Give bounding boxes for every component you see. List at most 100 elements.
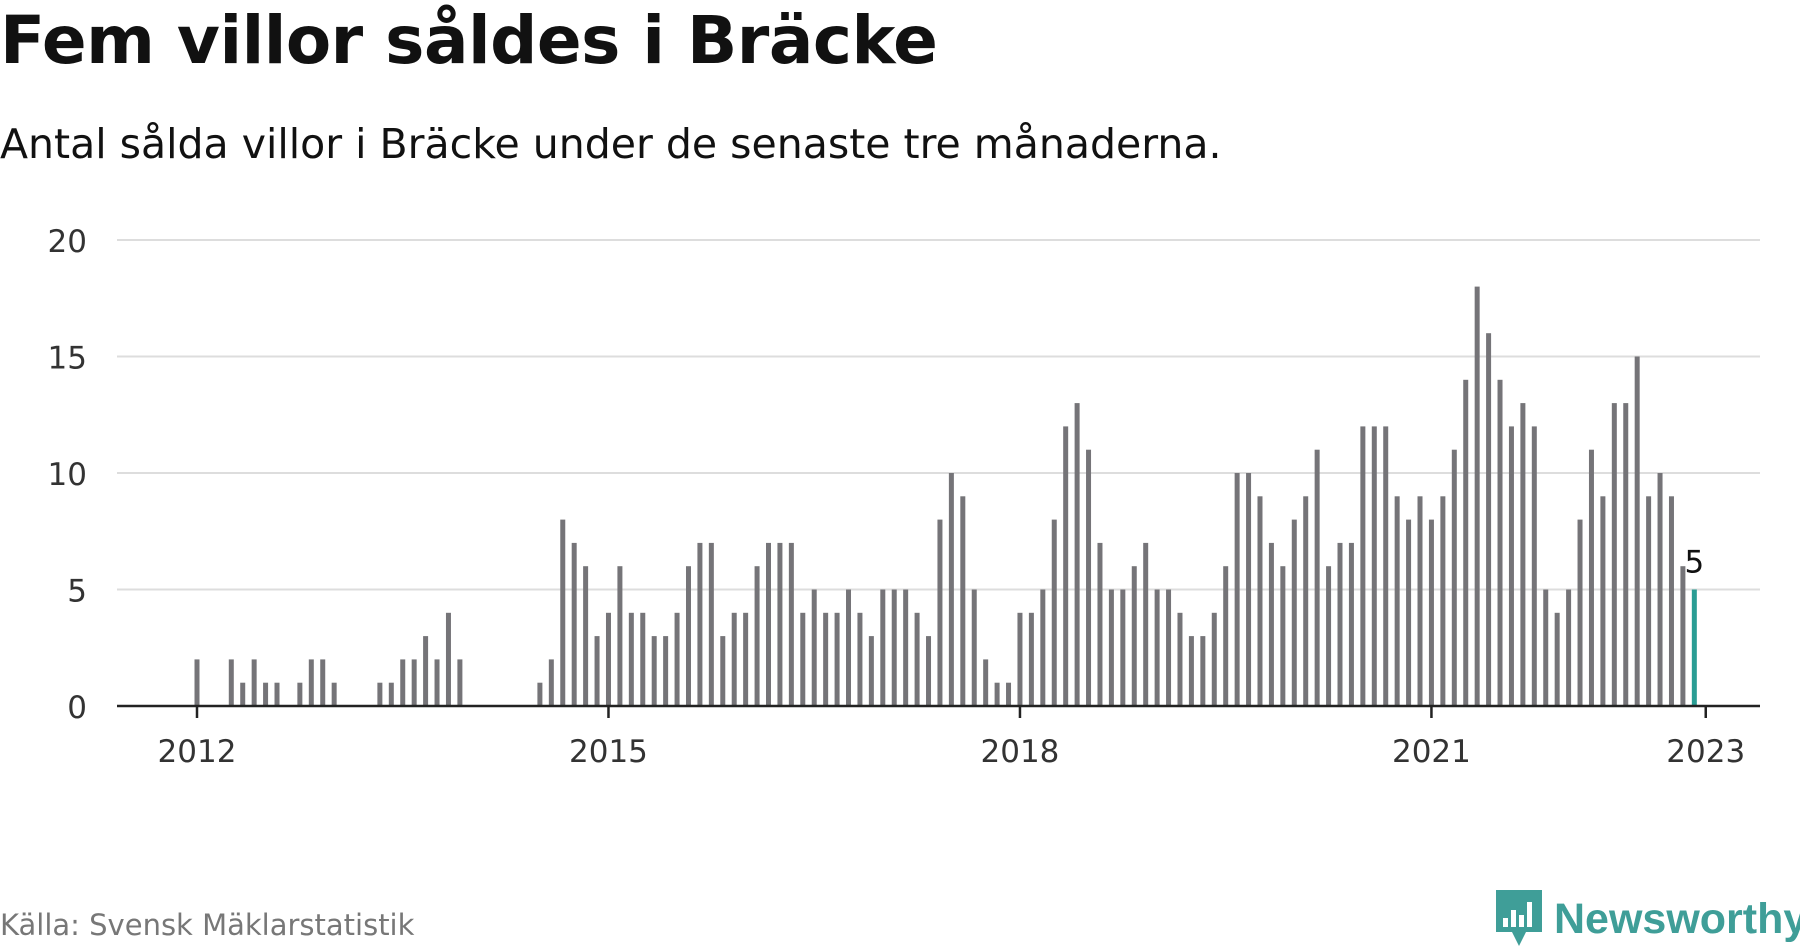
bar bbox=[1428, 519, 1434, 706]
bar bbox=[560, 519, 566, 706]
bar bbox=[823, 612, 829, 706]
bar bbox=[1348, 542, 1354, 706]
brand-logo: Newsworthy bbox=[1494, 888, 1800, 950]
bar-latest bbox=[1691, 589, 1697, 706]
bar bbox=[846, 589, 852, 706]
bar bbox=[1497, 379, 1503, 706]
axes bbox=[117, 704, 1760, 718]
bar bbox=[708, 542, 714, 706]
chart-subtitle: Antal sålda villor i Bräcke under de sen… bbox=[0, 120, 1222, 168]
bar bbox=[411, 659, 417, 706]
bar bbox=[1611, 403, 1617, 706]
bar bbox=[891, 589, 897, 706]
bar bbox=[263, 682, 269, 706]
bar bbox=[651, 636, 657, 706]
bar bbox=[1406, 519, 1412, 706]
bar bbox=[1520, 403, 1526, 706]
bar bbox=[594, 636, 600, 706]
bar bbox=[331, 682, 337, 706]
bar bbox=[583, 566, 589, 706]
bar bbox=[1326, 566, 1332, 706]
bar bbox=[914, 612, 920, 706]
bar bbox=[685, 566, 691, 706]
bar bbox=[251, 659, 257, 706]
bar bbox=[274, 682, 280, 706]
bar bbox=[1280, 566, 1286, 706]
bar-chart: 0 5 10 15 20 5 2012 2015 2018 2021 2023 bbox=[48, 224, 1760, 770]
bar bbox=[1451, 449, 1457, 706]
y-tick-label: 15 bbox=[48, 341, 87, 377]
bar bbox=[1291, 519, 1297, 706]
bar bbox=[1268, 542, 1274, 706]
bar bbox=[971, 589, 977, 706]
bar bbox=[1097, 542, 1103, 706]
x-tick-label: 2023 bbox=[1666, 734, 1745, 770]
bar bbox=[1006, 682, 1012, 706]
bar bbox=[457, 659, 463, 706]
bar bbox=[731, 612, 737, 706]
bar bbox=[1257, 496, 1263, 706]
bar bbox=[960, 496, 966, 706]
bar bbox=[1623, 403, 1629, 706]
source-note: Källa: Svensk Mäklarstatistik bbox=[0, 908, 415, 942]
bar bbox=[1463, 379, 1469, 706]
bar bbox=[857, 612, 863, 706]
bar bbox=[720, 636, 726, 706]
bar bbox=[948, 473, 954, 706]
bar bbox=[777, 542, 783, 706]
bar bbox=[1486, 333, 1492, 706]
bar bbox=[754, 566, 760, 706]
bar bbox=[1508, 426, 1514, 706]
bar bbox=[1543, 589, 1549, 706]
bar bbox=[1577, 519, 1583, 706]
bar bbox=[1394, 496, 1400, 706]
bar bbox=[743, 612, 749, 706]
bar bbox=[800, 612, 806, 706]
bar bbox=[1634, 356, 1640, 706]
bar bbox=[1371, 426, 1377, 706]
bar bbox=[1063, 426, 1069, 706]
brand-name: Newsworthy bbox=[1554, 894, 1800, 943]
bar bbox=[297, 682, 303, 706]
bar bbox=[1154, 589, 1160, 706]
bar bbox=[445, 612, 451, 706]
bar bbox=[628, 612, 634, 706]
bar bbox=[320, 659, 326, 706]
bar bbox=[434, 659, 440, 706]
bar bbox=[1554, 612, 1560, 706]
bar bbox=[663, 636, 669, 706]
bar bbox=[1474, 286, 1480, 706]
bar bbox=[1680, 566, 1686, 706]
bar bbox=[605, 612, 611, 706]
bar bbox=[994, 682, 1000, 706]
bar bbox=[640, 612, 646, 706]
bar bbox=[880, 589, 886, 706]
x-tick-label: 2012 bbox=[158, 734, 237, 770]
bar bbox=[1051, 519, 1057, 706]
bar bbox=[1417, 496, 1423, 706]
bar bbox=[1177, 612, 1183, 706]
chart-title: Fem villor såldes i Bräcke bbox=[0, 2, 938, 79]
bar bbox=[1303, 496, 1309, 706]
bar bbox=[983, 659, 989, 706]
bar bbox=[1166, 589, 1172, 706]
bar bbox=[1337, 542, 1343, 706]
newsworthy-logo-icon bbox=[1496, 890, 1542, 946]
latest-value-label: 5 bbox=[1684, 545, 1704, 581]
y-tick-label: 10 bbox=[48, 457, 87, 493]
bar bbox=[1074, 403, 1080, 706]
bar bbox=[1646, 496, 1652, 706]
bar bbox=[937, 519, 943, 706]
bar bbox=[1086, 449, 1092, 706]
x-tick-label: 2015 bbox=[569, 734, 648, 770]
bar bbox=[1211, 612, 1217, 706]
bar bbox=[1383, 426, 1389, 706]
bar bbox=[903, 589, 909, 706]
bar bbox=[766, 542, 771, 706]
bar bbox=[228, 659, 234, 706]
y-tick-label: 5 bbox=[67, 574, 87, 610]
bar bbox=[1131, 566, 1137, 706]
bar bbox=[1440, 496, 1446, 706]
bar bbox=[1360, 426, 1366, 706]
bar bbox=[1200, 636, 1206, 706]
